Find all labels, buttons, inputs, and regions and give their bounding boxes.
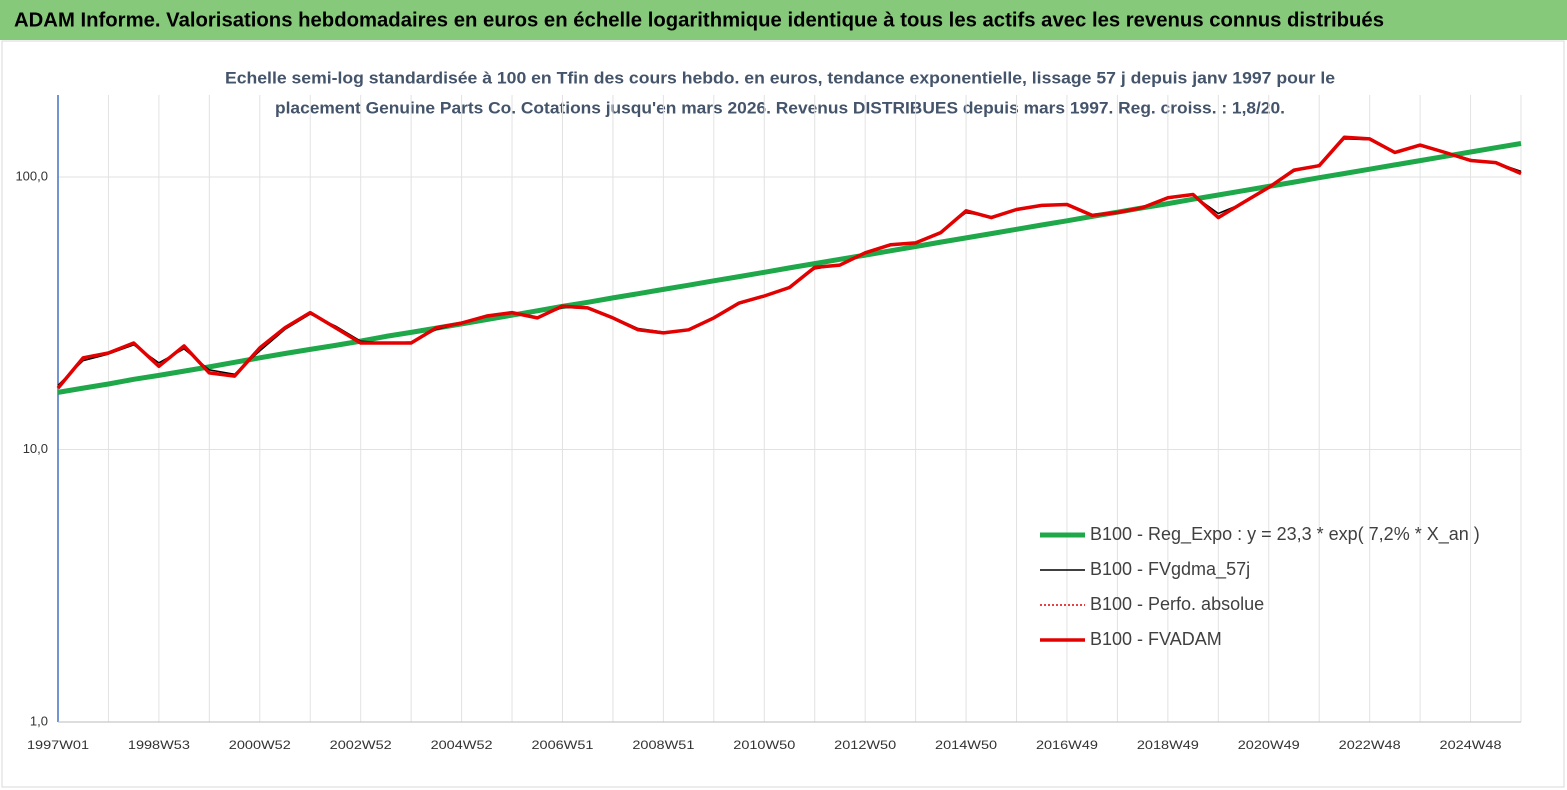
chart-title: placement Genuine Parts Co. Cotations ju… <box>275 98 1285 117</box>
x-tick-label: 1997W01 <box>27 738 89 752</box>
series-line <box>56 135 1522 390</box>
x-tick-label: 2004W52 <box>431 738 493 752</box>
chart-title: Echelle semi-log standardisée à 100 en T… <box>225 68 1335 87</box>
legend-label: B100 - Reg_Expo : y = 23,3 * exp( 7,2% *… <box>1090 524 1480 545</box>
y-tick-label: 1,0 <box>30 713 48 728</box>
x-tick-label: 2020W49 <box>1238 738 1300 752</box>
x-tick-label: 2000W52 <box>229 738 291 752</box>
x-tick-label: 2006W51 <box>531 738 593 752</box>
x-tick-label: 2012W50 <box>834 738 896 752</box>
legend-label: B100 - Perfo. absolue <box>1090 594 1264 614</box>
x-tick-label: 2010W50 <box>733 738 795 752</box>
x-tick-label: 2002W52 <box>330 738 392 752</box>
legend-label: B100 - FVgdma_57j <box>1090 559 1250 580</box>
page-title: ADAM Informe. Valorisations hebdomadaire… <box>14 9 1384 31</box>
y-tick-label: 10,0 <box>23 441 48 456</box>
x-tick-label: 2024W48 <box>1440 738 1502 752</box>
x-tick-label: 2008W51 <box>632 738 694 752</box>
header-bar <box>0 0 1567 40</box>
series-line <box>57 141 1522 395</box>
x-tick-label: 2014W50 <box>935 738 997 752</box>
x-tick-label: 2016W49 <box>1036 738 1098 752</box>
chart-frame <box>1 40 1565 788</box>
x-tick-label: 2022W48 <box>1339 738 1401 752</box>
x-tick-label: 1998W53 <box>128 738 190 752</box>
legend-label: B100 - FVADAM <box>1090 629 1222 649</box>
x-tick-label: 2018W49 <box>1137 738 1199 752</box>
y-tick-label: 100,0 <box>15 168 48 183</box>
